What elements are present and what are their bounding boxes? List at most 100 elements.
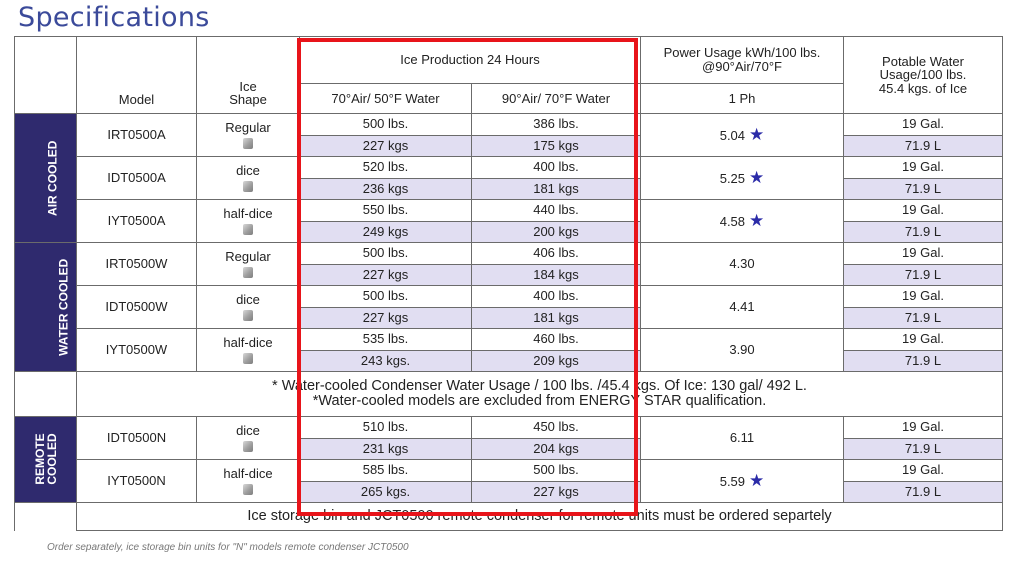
page-title: Specifications	[18, 2, 210, 33]
ice-cube-icon	[243, 223, 253, 235]
water-gal: 19 Gal.	[843, 416, 1003, 439]
note-cell: Ice storage bin and JCT0500 remote conde…	[76, 502, 1003, 531]
power-usage-cell: 4.41	[640, 285, 844, 329]
production-90-kgs: 209 kgs	[471, 349, 641, 372]
header-condition-1: 70°Air/ 50°F Water	[299, 83, 472, 114]
power-usage-cell: 5.04 ★	[640, 113, 844, 157]
production-90-lbs: 440 lbs.	[471, 199, 641, 222]
category-remote-cooled: REMOTE COOLED	[14, 416, 77, 503]
ice-shape-cell: half-dice	[196, 459, 300, 503]
ice-shape-label: dice	[236, 163, 260, 179]
production-90-lbs: 500 lbs.	[471, 459, 641, 482]
production-70-kgs: 243 kgs.	[299, 349, 472, 372]
production-70-kgs: 227 kgs	[299, 134, 472, 157]
table-row: 231 kgs 204 kgs 71.9 L	[15, 437, 1003, 460]
footnote: Order separately, ice storage bin units …	[47, 542, 409, 553]
note-line: *Water-cooled models are excluded from E…	[312, 393, 767, 409]
production-90-kgs: 204 kgs	[471, 437, 641, 460]
production-70-lbs: 535 lbs.	[299, 328, 472, 351]
note-row: Ice storage bin and JCT0500 remote conde…	[14, 502, 1003, 531]
ice-cube-icon	[243, 440, 253, 452]
ice-cube-icon	[243, 352, 253, 364]
table-row: 243 kgs. 209 kgs 71.9 L	[15, 349, 1003, 372]
production-70-lbs: 550 lbs.	[299, 199, 472, 222]
water-liters: 71.9 L	[843, 306, 1003, 329]
production-70-kgs: 265 kgs.	[299, 480, 472, 503]
production-90-lbs: 400 lbs.	[471, 285, 641, 308]
production-90-kgs: 184 kgs	[471, 263, 641, 286]
header-ice-shape: Ice Shape	[196, 36, 300, 114]
header-ice-production: Ice Production 24 Hours	[299, 36, 641, 84]
water-liters: 71.9 L	[843, 177, 1003, 200]
table-row: WATER COOLED IRT0500W Regular 500 lbs. 406 l…	[14, 242, 1003, 372]
ice-shape-label: half-dice	[223, 206, 273, 222]
header-potable-water: Potable Water Usage/100 lbs. 45.4 kgs. o…	[843, 36, 1003, 114]
energy-star-icon: ★	[749, 125, 765, 145]
table-row: 236 kgs 181 kgs 71.9 L	[15, 177, 1003, 200]
specifications-table: Model Ice Shape Ice Production 24 Hours …	[14, 36, 1003, 531]
ice-shape-cell: Regular	[196, 113, 300, 157]
ice-shape-cell: half-dice	[196, 199, 300, 243]
production-70-kgs: 227 kgs	[299, 306, 472, 329]
model-cell: IDT0500A	[76, 156, 197, 200]
table-row: 265 kgs. 227 kgs 71.9 L	[15, 480, 1003, 503]
model-cell: IRT0500A	[76, 113, 197, 157]
table-row: AIR COOLED IRT0500A Regular 500 lbs. 386 lbs…	[14, 113, 1003, 243]
water-gal: 19 Gal.	[843, 459, 1003, 482]
production-90-kgs: 200 kgs	[471, 220, 641, 243]
power-usage-cell: 4.30	[640, 242, 844, 286]
production-70-kgs: 236 kgs	[299, 177, 472, 200]
power-usage-cell: 3.90	[640, 328, 844, 372]
table-row: IYT0500W half-dice 535 lbs. 460 lbs. 3.90 19 …	[15, 328, 1003, 372]
production-70-lbs: 520 lbs.	[299, 156, 472, 179]
production-70-kgs: 249 kgs	[299, 220, 472, 243]
water-gal: 19 Gal.	[843, 285, 1003, 308]
production-90-kgs: 227 kgs	[471, 480, 641, 503]
ice-cube-icon	[243, 309, 253, 321]
water-liters: 71.9 L	[843, 134, 1003, 157]
note-cell: * Water-cooled Condenser Water Usage / 1…	[76, 371, 1003, 417]
header-phase: 1 Ph	[640, 83, 844, 114]
production-70-kgs: 231 kgs	[299, 437, 472, 460]
water-gal: 19 Gal.	[843, 328, 1003, 351]
table-row: REMOTE COOLED IDT0500N dice 510 lbs. 450 lbs…	[14, 416, 1003, 503]
production-70-lbs: 585 lbs.	[299, 459, 472, 482]
model-cell: IYT0500N	[76, 459, 197, 503]
note-line: * Water-cooled Condenser Water Usage / 1…	[272, 377, 807, 394]
category-label: REMOTE COOLED	[32, 433, 59, 485]
ice-cube-icon	[243, 180, 253, 192]
ice-cube-icon	[243, 137, 253, 149]
note-spacer	[14, 371, 77, 417]
model-cell: IDT0500W	[76, 285, 197, 329]
category-label: AIR COOLED	[45, 140, 60, 216]
production-90-lbs: 450 lbs.	[471, 416, 641, 439]
ice-shape-label: Regular	[225, 120, 271, 136]
power-value: 5.25	[719, 171, 746, 187]
ice-shape-label: half-dice	[223, 335, 273, 351]
note-line: Ice storage bin and JCT0500 remote conde…	[247, 507, 832, 524]
energy-star-icon: ★	[749, 168, 765, 188]
ice-cube-icon	[243, 266, 253, 278]
water-gal: 19 Gal.	[843, 242, 1003, 265]
production-90-kgs: 181 kgs	[471, 306, 641, 329]
ice-shape-cell: dice	[196, 156, 300, 200]
note-row: * Water-cooled Condenser Water Usage / 1…	[14, 371, 1003, 417]
production-90-lbs: 386 lbs.	[471, 113, 641, 136]
ice-shape-cell: dice	[196, 416, 300, 460]
table-row: 227 kgs 181 kgs 71.9 L	[15, 306, 1003, 329]
production-70-lbs: 500 lbs.	[299, 285, 472, 308]
power-value: 4.41	[729, 299, 755, 315]
power-value: 4.30	[729, 256, 755, 272]
header-model: Model	[76, 36, 197, 114]
category-water-cooled: WATER COOLED	[14, 242, 77, 372]
production-90-lbs: 406 lbs.	[471, 242, 641, 265]
production-70-lbs: 500 lbs.	[299, 113, 472, 136]
water-liters: 71.9 L	[843, 220, 1003, 243]
ice-shape-label: dice	[236, 423, 260, 439]
production-70-kgs: 227 kgs	[299, 263, 472, 286]
ice-shape-cell: half-dice	[196, 328, 300, 372]
power-usage-cell: 5.25 ★	[640, 156, 844, 200]
note-spacer	[14, 502, 77, 531]
table-row: IYT0500N half-dice 585 lbs. 500 lbs. 5.59 ★ 19…	[15, 459, 1003, 503]
ice-cube-icon	[243, 483, 253, 495]
